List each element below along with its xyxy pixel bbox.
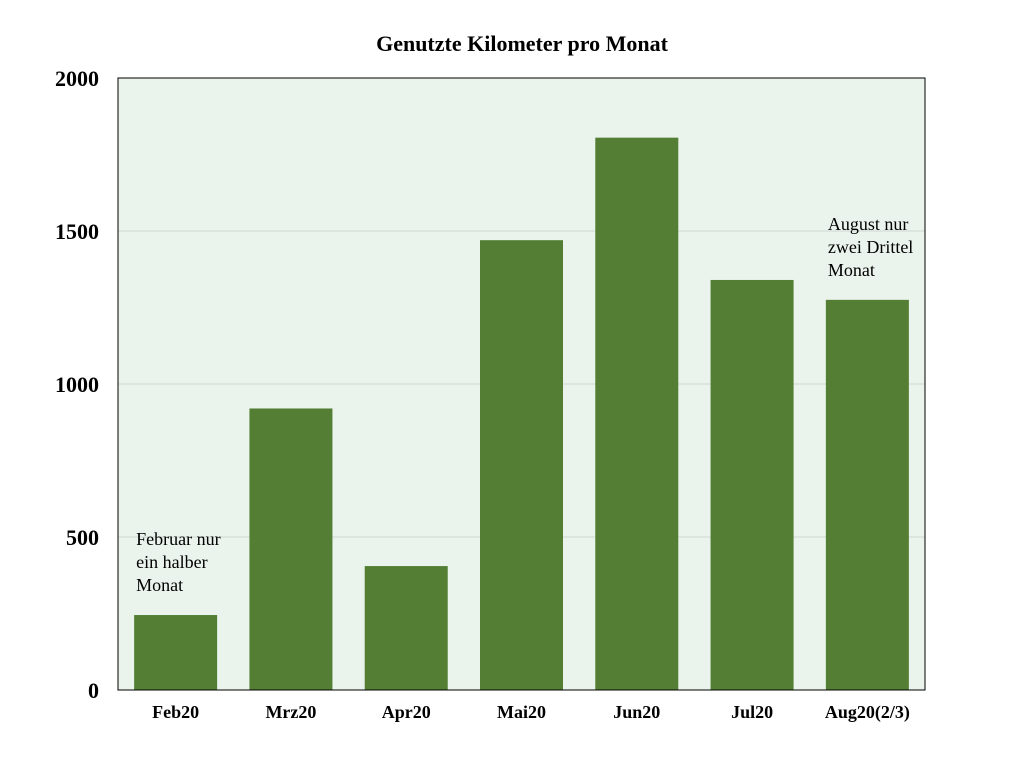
y-axis-ticks: 0 500 1000 1500 2000 xyxy=(55,66,99,703)
annotation-text: Monat xyxy=(136,575,183,595)
annotation-text: August nur xyxy=(828,214,909,234)
annotation-text: Februar nur xyxy=(136,529,220,549)
bar xyxy=(479,240,564,690)
x-tick-label: Jun20 xyxy=(613,702,660,722)
y-tick-label: 500 xyxy=(66,525,99,550)
plot-frame xyxy=(117,77,926,691)
x-tick-label: Mai20 xyxy=(497,702,546,722)
bars xyxy=(134,137,909,691)
bar xyxy=(825,299,909,690)
annotation-text: zwei Drittel xyxy=(828,237,913,257)
annotation-text: ein halber xyxy=(136,552,207,572)
y-tick-label: 1500 xyxy=(55,219,99,244)
x-tick-label: Feb20 xyxy=(152,702,199,722)
bar xyxy=(595,137,679,691)
y-tick-label: 0 xyxy=(88,678,99,703)
x-tick-label: Mrz20 xyxy=(265,702,316,722)
bar xyxy=(249,408,333,690)
y-tick-label: 1000 xyxy=(55,372,99,397)
annotation-text: Monat xyxy=(828,260,875,280)
bar xyxy=(710,279,794,690)
x-tick-label: Apr20 xyxy=(382,702,431,722)
annotations: Februar nur ein halber Monat August nur zwei… xyxy=(136,214,913,595)
x-axis-ticks: Feb20 Mrz20 Apr20 Mai20 Jun20 Jul20 Aug20(2/3) xyxy=(152,702,910,723)
x-tick-label: Jul20 xyxy=(731,702,773,722)
bar xyxy=(364,566,448,690)
chart-title: Genutzte Kilometer pro Monat xyxy=(376,31,669,56)
bar xyxy=(134,615,218,690)
x-tick-label: Aug20(2/3) xyxy=(825,702,910,723)
y-tick-label: 2000 xyxy=(55,66,99,91)
